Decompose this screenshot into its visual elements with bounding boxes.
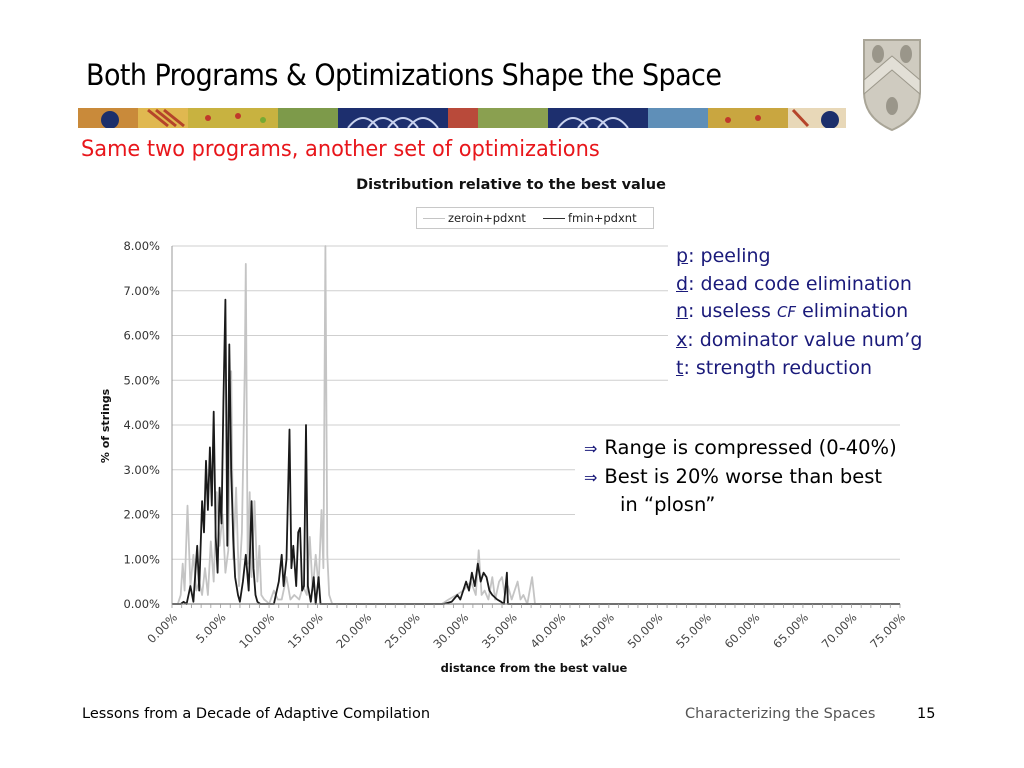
x-tick-label: 70.00% (819, 610, 860, 651)
bullet-continuation: in “plosn” (620, 493, 716, 516)
footer-section-title: Characterizing the Spaces (685, 706, 876, 722)
y-axis-label: % of strings (99, 388, 112, 463)
conclusion-bullets: ⇒ Range is compressed (0-40%) ⇒ Best is 20… (584, 434, 897, 519)
x-tick-label: 50.00% (625, 610, 666, 651)
chart-legend: zeroin+pdxnt fmin+pdxnt (416, 207, 654, 229)
x-tick-label: 5.00% (193, 610, 229, 646)
x-tick-labels: 0.00% 5.00% 10.00% 15.00% 20.00% 25.00% 30.00%… (144, 610, 908, 651)
abbrev-key: d (676, 272, 689, 295)
legend-item-fmin: fmin+pdxnt (543, 211, 637, 225)
y-tick-label: 3.00% (123, 463, 160, 477)
abbrev-item-n: n: useless CF elimination (676, 298, 922, 327)
abbrev-key: t (676, 356, 684, 379)
y-tick-label: 7.00% (123, 284, 160, 298)
abbrev-cf: CF (776, 303, 797, 322)
bullet-panel-background (575, 430, 900, 540)
y-tick-label: 4.00% (123, 418, 160, 432)
bullet-text: Best is 20% worse than best (604, 464, 883, 488)
x-tick-label: 55.00% (673, 610, 714, 651)
x-tick-label: 0.00% (144, 610, 180, 646)
abbrev-text: : dead code elimination (688, 272, 912, 295)
chart-title: Distribution relative to the best value (356, 177, 666, 193)
slide-title: Both Programs & Optimizations Shape the … (86, 58, 722, 92)
abbrev-key: n (676, 300, 689, 323)
y-tick-label: 5.00% (123, 373, 160, 387)
y-tick-label: 2.00% (123, 508, 160, 522)
legend-label: fmin+pdxnt (568, 211, 637, 225)
y-tick-label: 0.00% (123, 597, 160, 611)
abbrev-text: : useless (688, 300, 777, 323)
bullet-text: Range is compressed (0-40%) (604, 436, 897, 459)
abbrev-item-x: x: dominator value num’g (676, 327, 922, 355)
page-number: 15 (917, 706, 936, 722)
x-tick-label: 65.00% (770, 610, 811, 651)
optimization-abbreviations: p: peeling d: dead code elimination n: u… (676, 243, 922, 383)
legend-swatch-dark (543, 218, 565, 219)
abbrev-text: : strength reduction (683, 356, 872, 379)
series-line-zeroin (172, 245, 900, 605)
y-tick-label: 6.00% (123, 329, 160, 343)
x-tick-label: 30.00% (430, 610, 471, 651)
y-tick-label: 1.00% (123, 552, 160, 566)
implies-arrow-icon: ⇒ (584, 439, 598, 458)
legend-swatch-light (423, 218, 445, 219)
x-tick-label: 15.00% (285, 610, 326, 651)
chart-axes (171, 246, 901, 608)
chart-series (172, 245, 900, 605)
abbrev-text: : peeling (688, 245, 771, 267)
bullet-item: ⇒ Best is 20% worse than best (584, 463, 897, 492)
bullet-item: ⇒ Range is compressed (0-40%) (584, 434, 897, 463)
x-tick-label: 60.00% (722, 610, 763, 651)
legend-item-zeroin: zeroin+pdxnt (423, 211, 526, 225)
x-tick-label: 40.00% (527, 610, 568, 651)
legend-label: zeroin+pdxnt (448, 211, 526, 225)
x-tick-label: 45.00% (576, 610, 617, 651)
y-tick-label: 8.00% (123, 239, 160, 253)
abbrev-text: : dominator value num’g (687, 329, 923, 352)
abbrev-item-d: d: dead code elimination (676, 271, 922, 299)
series-line-fmin (172, 298, 900, 605)
implies-arrow-icon: ⇒ (584, 467, 598, 487)
x-tick-label: 35.00% (479, 610, 520, 651)
x-tick-label: 10.00% (236, 610, 277, 651)
abbrev-item-t: t: strength reduction (676, 355, 922, 383)
footer-presentation-title: Lessons from a Decade of Adaptive Compil… (82, 706, 431, 722)
abbrev-text: elimination (796, 300, 909, 323)
abbrev-key: x (676, 329, 688, 352)
x-tick-label: 20.00% (333, 610, 374, 651)
x-tick-label: 75.00% (867, 610, 908, 651)
slide-subtitle: Same two programs, another set of optimi… (81, 137, 600, 162)
abbrev-item-p: p: peeling (676, 243, 922, 271)
x-axis-label: distance from the best value (441, 661, 628, 675)
decorative-pattern-banner (78, 108, 846, 128)
x-tick-label: 25.00% (382, 610, 423, 651)
y-tick-labels: 0.00% 1.00% 2.00% 3.00% 4.00% 5.00% 6.00% 7.00%… (123, 239, 160, 611)
shield-crest-icon (860, 36, 924, 132)
abbreviation-panel-background (668, 238, 900, 424)
abbrev-key: p (676, 245, 689, 267)
